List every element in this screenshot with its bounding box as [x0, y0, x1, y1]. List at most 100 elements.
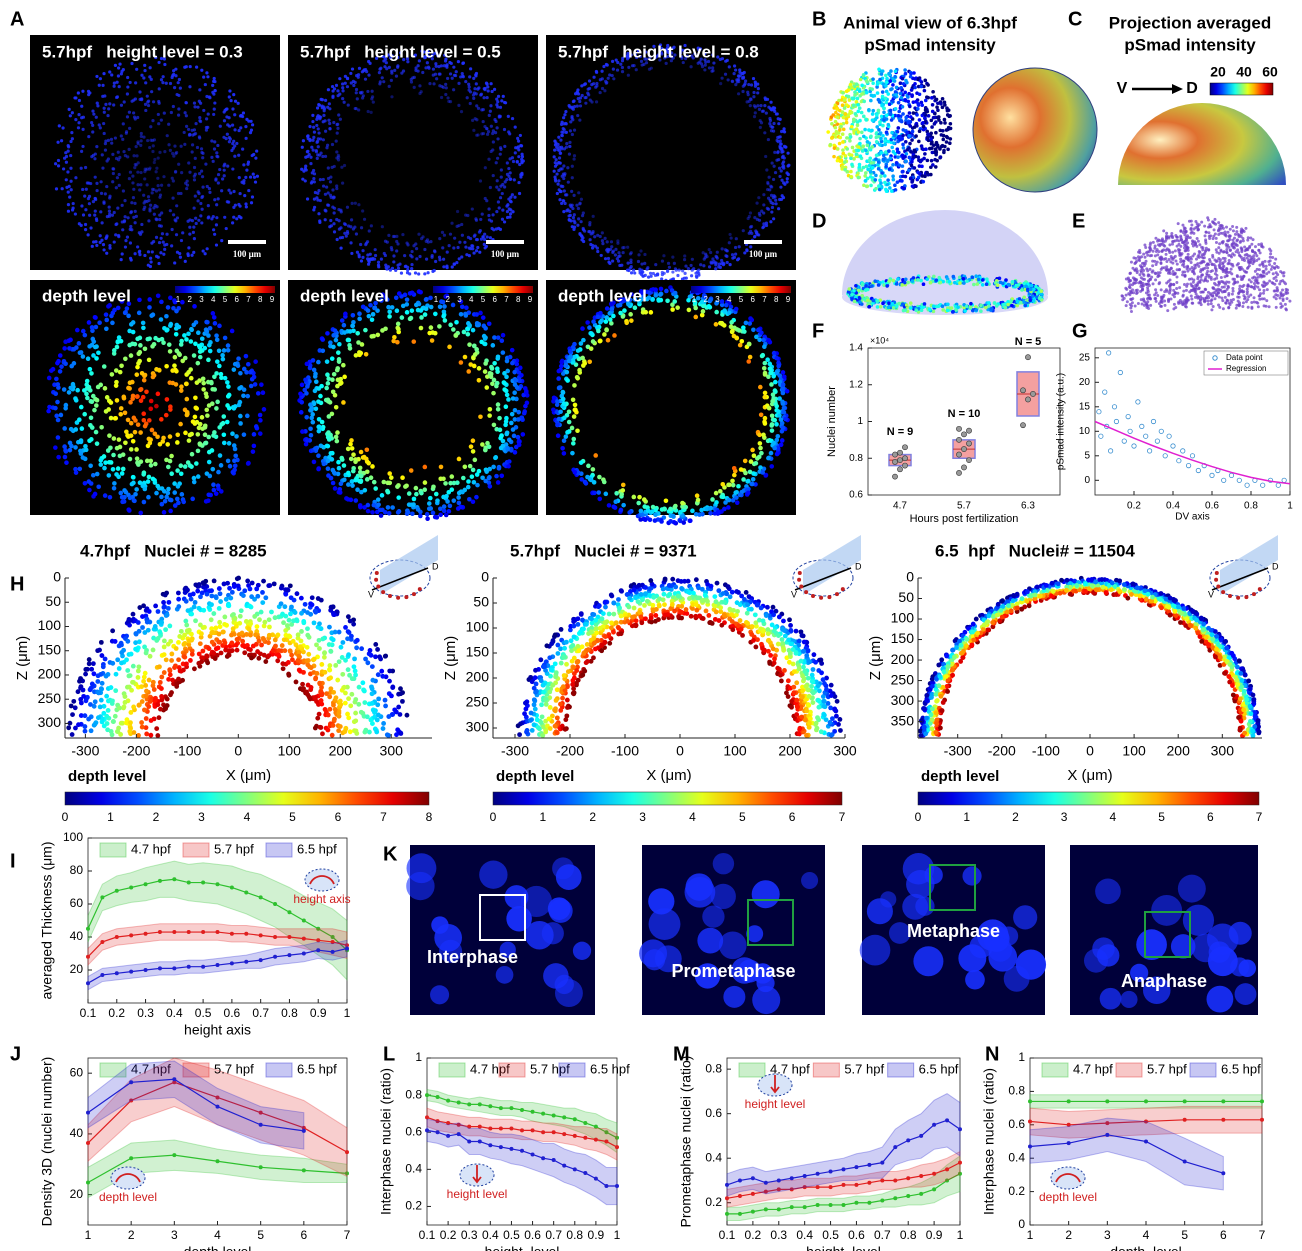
- nucleus: [349, 457, 354, 462]
- nucleus: [364, 352, 369, 357]
- nucleus: [153, 480, 158, 485]
- nucleus: [62, 346, 67, 351]
- nucleus: [138, 250, 141, 253]
- nucleus: [907, 92, 911, 96]
- nucleus: [843, 168, 847, 172]
- nucleus: [108, 215, 111, 218]
- nucleus: [497, 200, 500, 203]
- nucleus: [129, 171, 132, 174]
- nucleus: [866, 168, 870, 172]
- nucleus: [941, 106, 945, 110]
- nucleus: [331, 390, 336, 395]
- nucleus: [56, 455, 61, 460]
- nucleus: [223, 174, 226, 177]
- nucleus: [496, 354, 501, 359]
- nucleus: [193, 128, 196, 131]
- nucleus: [335, 368, 340, 373]
- nucleus: [568, 153, 571, 156]
- nucleus: [708, 506, 713, 511]
- nucleus: [632, 64, 635, 67]
- nucleus: [609, 307, 614, 312]
- nucleus: [930, 146, 934, 150]
- nucleus: [848, 111, 852, 115]
- nucleus: [446, 490, 451, 495]
- nucleus: [748, 316, 753, 321]
- nucleus: [757, 433, 762, 438]
- nucleus: [761, 226, 764, 229]
- microscopy-image: [288, 280, 538, 515]
- nucleus: [769, 464, 774, 469]
- nucleus: [232, 216, 235, 219]
- nucleus: [778, 146, 781, 149]
- nucleus: [410, 263, 413, 266]
- nucleus: [150, 344, 155, 349]
- nucleus: [110, 142, 113, 145]
- nucleus: [509, 421, 514, 426]
- nucleus: [81, 128, 84, 131]
- nucleus: [165, 442, 170, 447]
- nucleus: [621, 70, 624, 73]
- nucleus: [116, 176, 119, 179]
- nucleus: [242, 387, 247, 392]
- nucleus: [701, 309, 706, 314]
- nucleus: [342, 323, 347, 328]
- nucleus: [200, 221, 203, 224]
- nucleus: [92, 200, 95, 203]
- nucleus: [59, 413, 64, 418]
- nucleus: [360, 259, 363, 262]
- nucleus: [774, 422, 779, 427]
- nucleus: [640, 262, 643, 265]
- nucleus: [501, 350, 506, 355]
- nucleus: [562, 210, 565, 213]
- nucleus: [431, 254, 434, 257]
- nucleus: [877, 184, 881, 188]
- nucleus: [497, 95, 500, 98]
- nucleus: [763, 372, 768, 377]
- nucleus: [661, 260, 664, 263]
- nucleus: [592, 82, 595, 85]
- nucleus: [635, 68, 638, 71]
- nucleus: [506, 464, 511, 469]
- nucleus: [689, 65, 692, 68]
- nucleus: [165, 397, 170, 402]
- nucleus: [584, 102, 587, 105]
- nucleus: [595, 70, 598, 73]
- nucleus: [192, 251, 195, 254]
- nucleus: [158, 442, 163, 447]
- nucleus: [415, 247, 418, 250]
- nucleus: [721, 247, 724, 250]
- nucleus: [559, 360, 564, 365]
- nucleus: [745, 479, 750, 484]
- nucleus: [494, 120, 497, 123]
- nucleus: [454, 320, 459, 325]
- nucleus: [345, 235, 348, 238]
- nucleus: [877, 160, 881, 164]
- nucleus: [930, 96, 934, 100]
- nucleus: [922, 125, 926, 129]
- nucleus: [780, 438, 785, 443]
- nucleus: [484, 469, 489, 474]
- nucleus: [874, 178, 878, 182]
- nucleus: [708, 248, 711, 251]
- nucleus: [392, 254, 395, 257]
- nucleus: [342, 375, 347, 380]
- nucleus: [174, 74, 177, 77]
- nucleus: [568, 354, 573, 359]
- nucleus: [501, 209, 504, 212]
- nucleus: [147, 250, 150, 253]
- nucleus: [126, 115, 129, 118]
- nucleus: [196, 361, 201, 366]
- nucleus: [123, 311, 128, 316]
- nucleus: [333, 328, 338, 333]
- nucleus: [690, 509, 695, 514]
- nucleus: [684, 272, 687, 275]
- nucleus: [741, 90, 744, 93]
- nucleus: [392, 260, 395, 263]
- nucleus: [755, 456, 760, 461]
- nucleus: [262, 407, 267, 412]
- nucleus: [401, 304, 406, 309]
- nucleus: [559, 139, 562, 142]
- nucleus: [777, 150, 780, 153]
- nucleus: [506, 173, 509, 176]
- nucleus: [448, 504, 453, 509]
